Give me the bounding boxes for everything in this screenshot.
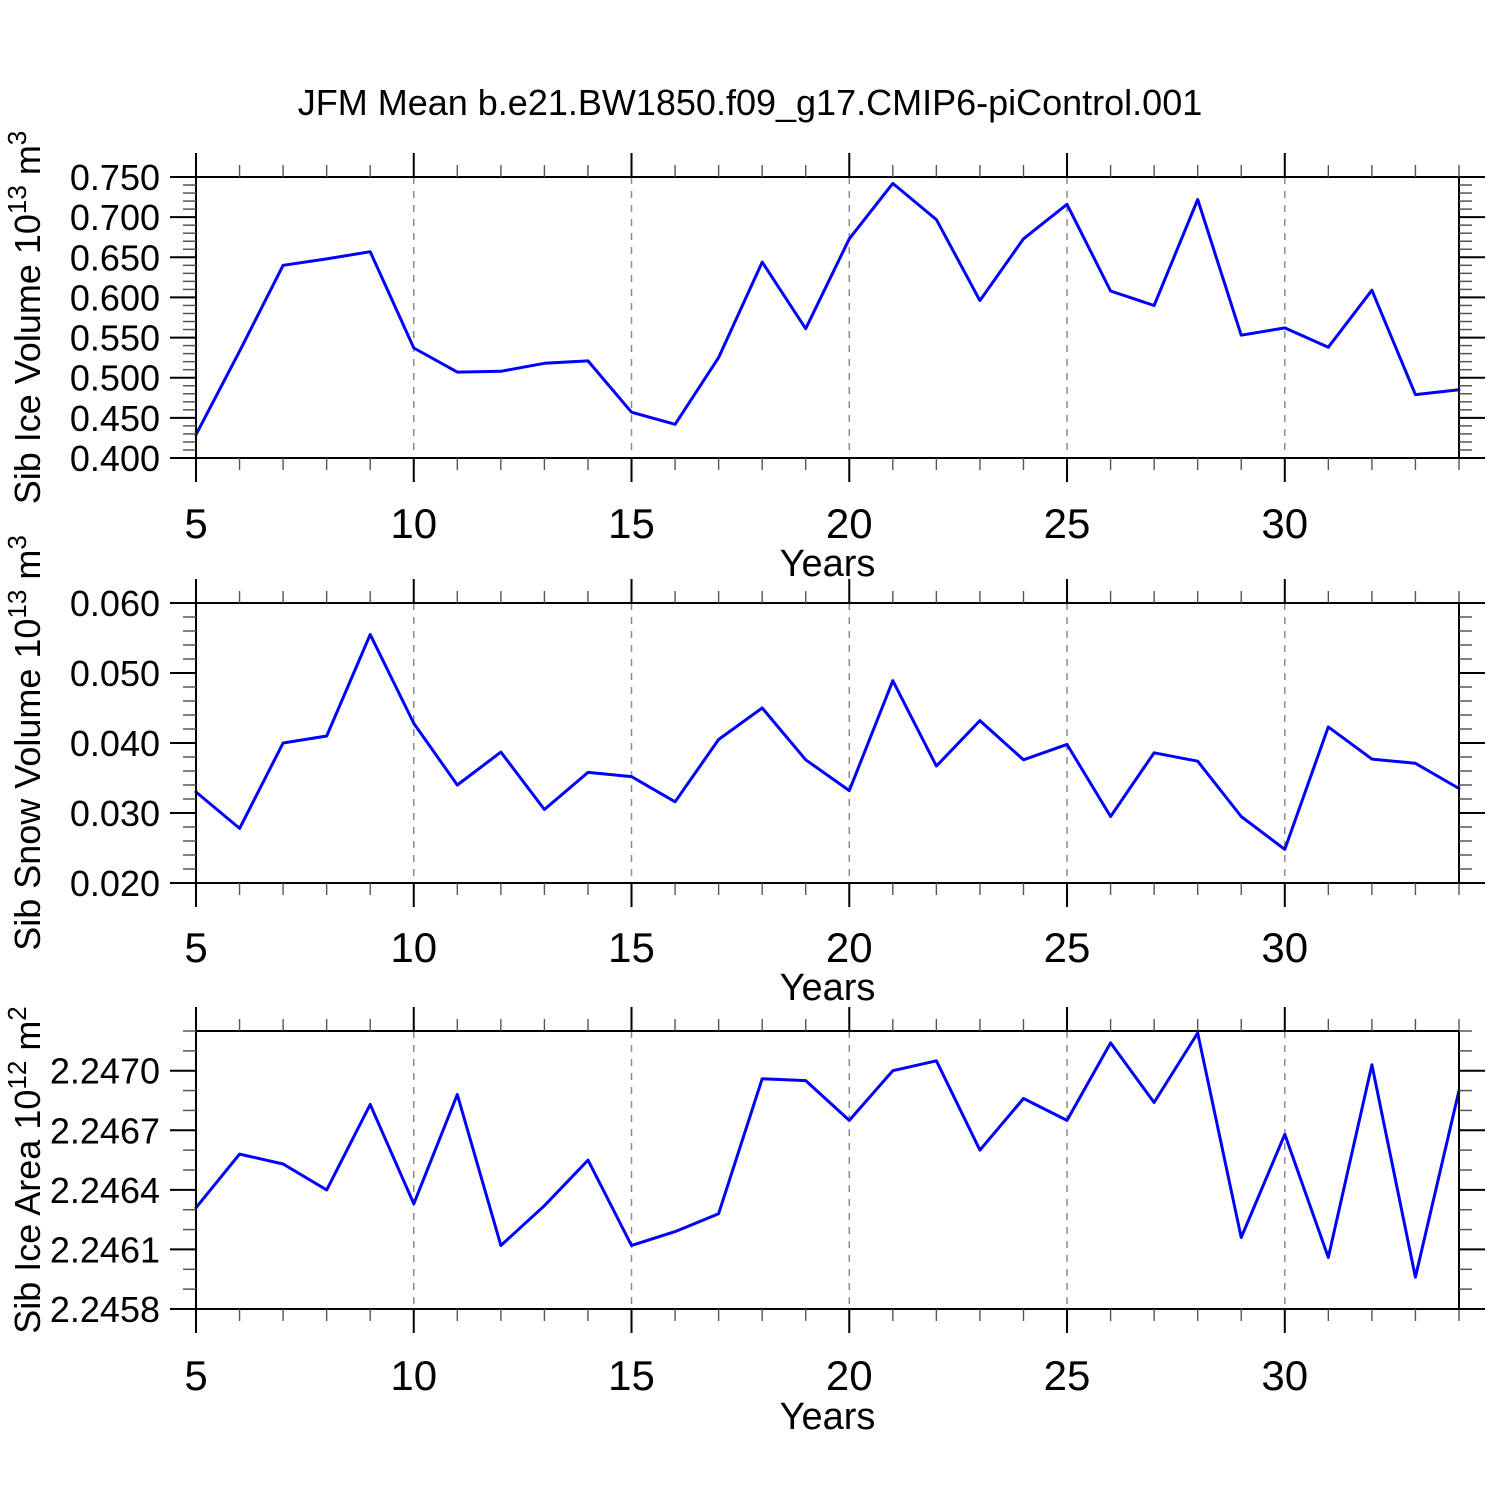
y-axis-title-text: Sib Ice Area 10 — [7, 1090, 48, 1334]
y-tick-label: 0.700 — [70, 197, 160, 238]
x-tick-label: 20 — [826, 1352, 873, 1399]
y-axis-title-text: m — [7, 550, 48, 590]
x-tick-label: 30 — [1261, 500, 1308, 547]
series-line — [194, 1031, 1461, 1279]
series-line — [194, 633, 1461, 851]
plot-frame — [195, 176, 1460, 459]
y-axis-title-exponent: 2 — [2, 1006, 32, 1020]
x-tick-label: 20 — [826, 500, 873, 547]
y-axis-title-exponent: 13 — [2, 185, 32, 214]
y-axis-title-exponent: 3 — [2, 535, 32, 549]
chart-panel-3: 2.2470 2.2467 2.2464 2.2461 2.2458 5 10 15 20 25 3… — [2, 1006, 1485, 1438]
figure-title: JFM Mean b.e21.BW1850.f09_g17.CMIP6-piCo… — [297, 82, 1203, 123]
y-axis-title-exponent: 13 — [2, 590, 32, 619]
y-axis-title-text: m — [7, 1021, 48, 1061]
y-tick-label: 2.2464 — [50, 1170, 160, 1211]
y-tick-label: 0.750 — [70, 157, 160, 198]
y-tick-label: 2.2470 — [50, 1051, 160, 1092]
y-tick-label: 2.2461 — [50, 1229, 160, 1270]
x-tick-label: 30 — [1261, 924, 1308, 971]
y-tick-label: 2.2458 — [50, 1289, 160, 1330]
y-axis-title: Sib Ice Area 1012 m2 — [2, 1006, 48, 1334]
y-tick-label: 0.650 — [70, 237, 160, 278]
x-tick-label: 25 — [1044, 500, 1091, 547]
plot-frame — [195, 602, 1460, 884]
y-tick-label: 0.500 — [70, 358, 160, 399]
x-tick-label: 25 — [1044, 1352, 1091, 1399]
x-tick-label: 5 — [184, 924, 207, 971]
x-tick-label: 15 — [608, 1352, 655, 1399]
x-tick-label: 10 — [390, 500, 437, 547]
y-axis-title-text: m — [7, 145, 48, 185]
y-tick-label: 0.450 — [70, 398, 160, 439]
x-axis-title: Years — [780, 967, 876, 1009]
x-tick-label: 10 — [390, 924, 437, 971]
y-axis-title-exponent: 12 — [2, 1061, 32, 1090]
x-tick-label: 5 — [184, 1352, 207, 1399]
y-tick-label: 0.600 — [70, 277, 160, 318]
x-tick-label: 20 — [826, 924, 873, 971]
x-tick-label: 15 — [608, 924, 655, 971]
x-tick-label: 30 — [1261, 1352, 1308, 1399]
y-axis-title-text: Sib Snow Volume 10 — [7, 619, 48, 951]
x-tick-label: 15 — [608, 500, 655, 547]
chart-panel-2: 0.060 0.050 0.040 0.030 0.020 5 10 15 20 25 30 Year… — [2, 535, 1485, 1009]
x-tick-label: 25 — [1044, 924, 1091, 971]
y-tick-label: 0.060 — [70, 583, 160, 624]
series-line — [194, 181, 1461, 437]
y-axis-title: Sib Snow Volume 1013 m3 — [2, 535, 48, 951]
y-axis-title-text: Sib Ice Volume 10 — [7, 214, 48, 504]
x-tick-label: 10 — [390, 1352, 437, 1399]
y-tick-label: 0.050 — [70, 653, 160, 694]
y-tick-label: 2.2467 — [50, 1110, 160, 1151]
y-tick-label: 0.550 — [70, 318, 160, 359]
y-axis-title-exponent: 3 — [2, 131, 32, 145]
chart-panel-1: 0.7500.7000.6500.6000.5500.5000.4500.400… — [2, 131, 1485, 585]
x-axis-title: Years — [780, 1396, 876, 1438]
y-tick-label: 0.030 — [70, 793, 160, 834]
y-tick-label: 0.400 — [70, 438, 160, 479]
y-tick-label: 0.040 — [70, 723, 160, 764]
x-tick-label: 5 — [184, 500, 207, 547]
y-tick-label: 0.020 — [70, 863, 160, 904]
x-axis-title: Years — [780, 543, 876, 585]
y-axis-title: Sib Ice Volume 1013 m3 — [2, 131, 48, 505]
